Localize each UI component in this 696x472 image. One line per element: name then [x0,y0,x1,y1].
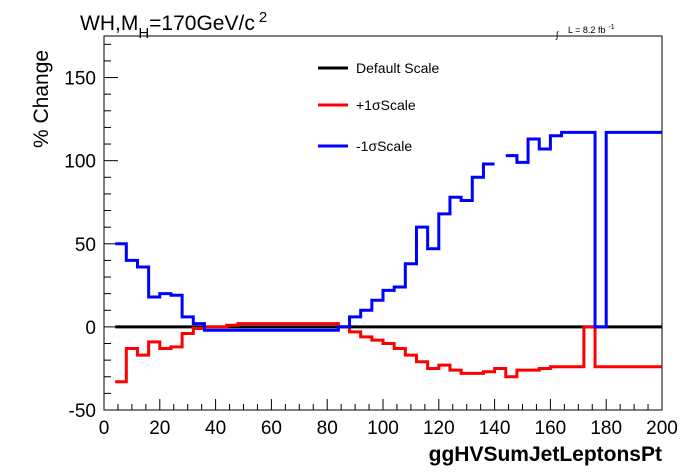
x-tick-label: 180 [590,418,622,439]
x-tick-label: 0 [99,418,110,439]
x-tick-label: 60 [261,418,282,439]
y-tick-label: -50 [69,401,96,422]
y-tick-label: 150 [64,69,96,90]
x-axis-label: ggHVSumJetLeptonsPt [429,443,662,466]
x-tick-label: 200 [646,418,678,439]
x-tick-label: 80 [317,418,338,439]
x-tick-label: 100 [367,418,399,439]
legend-label: -1σScale [356,138,412,154]
y-tick-label: 100 [64,152,96,173]
y-axis-label: % Change [30,50,53,148]
series-layer [115,130,662,384]
plot-frame [103,35,663,411]
y-tick-label: 0 [85,318,96,339]
x-tick-label: 120 [423,418,455,439]
series-line [115,130,662,332]
x-tick-label: 40 [205,418,226,439]
x-tick-label: 160 [535,418,567,439]
integral-symbol: ∫ [555,30,560,40]
x-tick-label: 20 [149,418,170,439]
legend-label: +1σScale [356,97,416,113]
series--1-scale [115,130,662,332]
y-tick-label: 50 [75,235,96,256]
x-tick-label: 140 [479,418,511,439]
chart-title: WH,MH=170GeV/c 2 [80,9,267,42]
series--1-scale [115,322,662,384]
legend: Default Scale +1σScale -1σScale [318,60,439,154]
lumi-text: L = 8.2 fb -1 [568,24,615,35]
luminosity-label: ∫ L = 8.2 fb -1 [555,24,615,40]
legend-label: Default Scale [356,60,439,76]
series-line [115,322,662,384]
